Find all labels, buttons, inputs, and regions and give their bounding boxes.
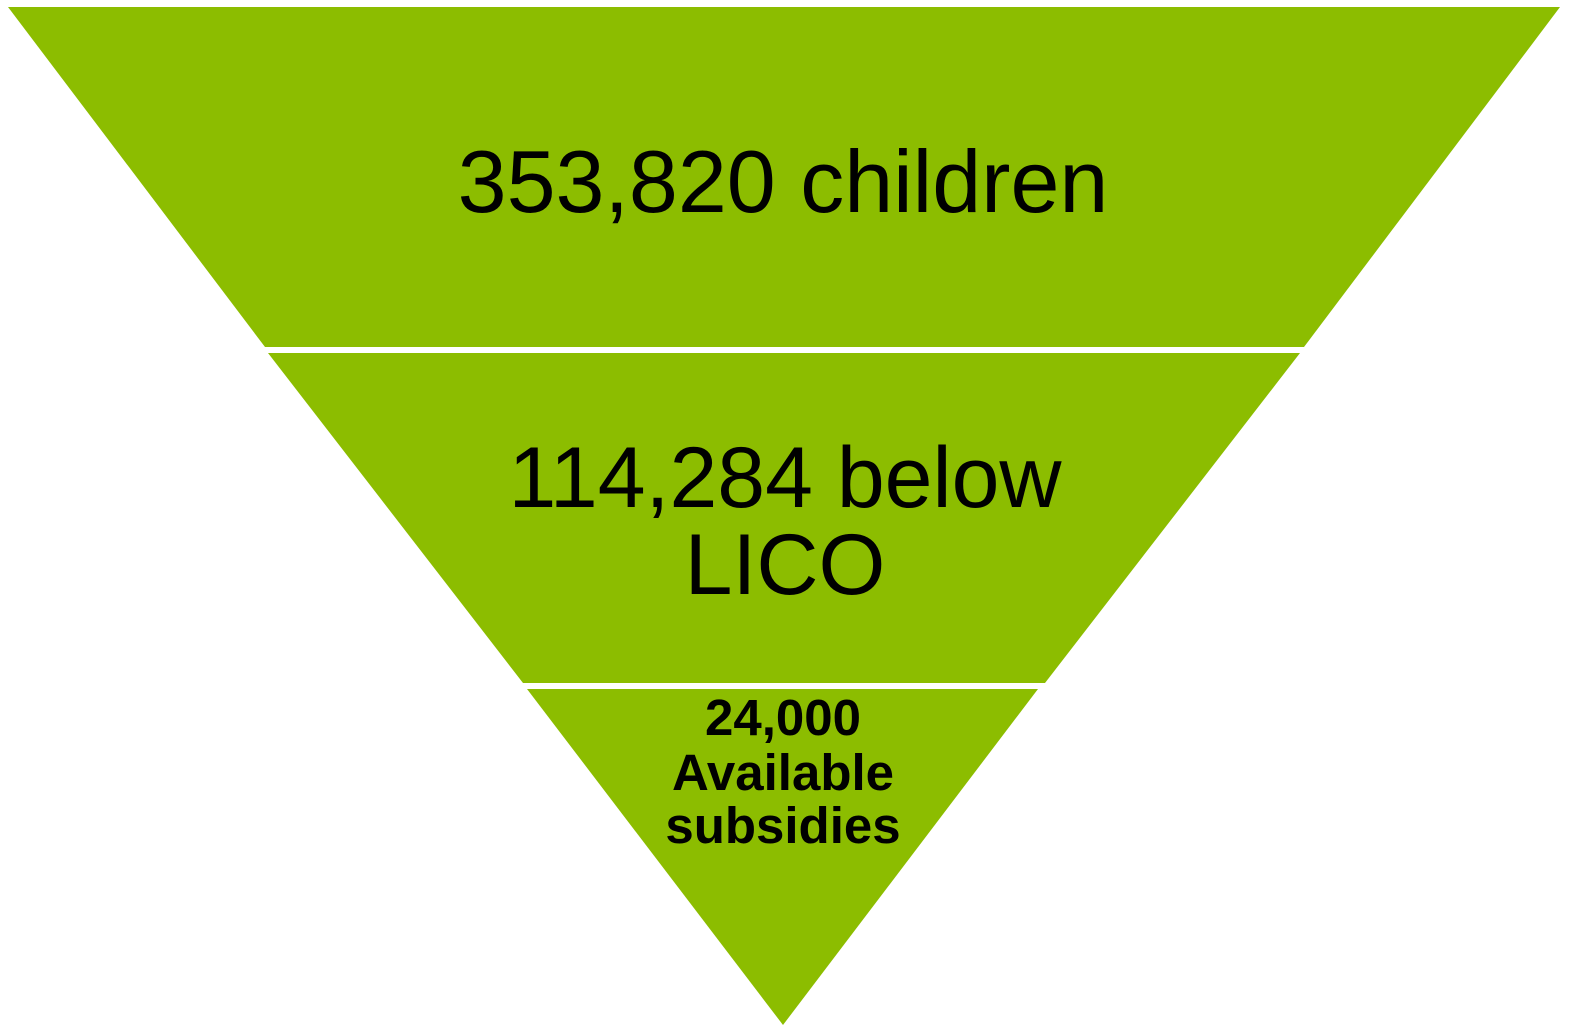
level-label: 114,284 below: [508, 430, 1062, 526]
level-label: LICO: [685, 517, 886, 613]
level-top: [8, 7, 1560, 347]
level-label: subsidies: [665, 797, 900, 854]
level-label: 353,820 children: [458, 132, 1109, 231]
level-middle: [268, 353, 1300, 683]
level-label: Available: [672, 744, 894, 801]
level-label: 24,000: [705, 689, 861, 746]
level-bottom: [527, 689, 1038, 1025]
